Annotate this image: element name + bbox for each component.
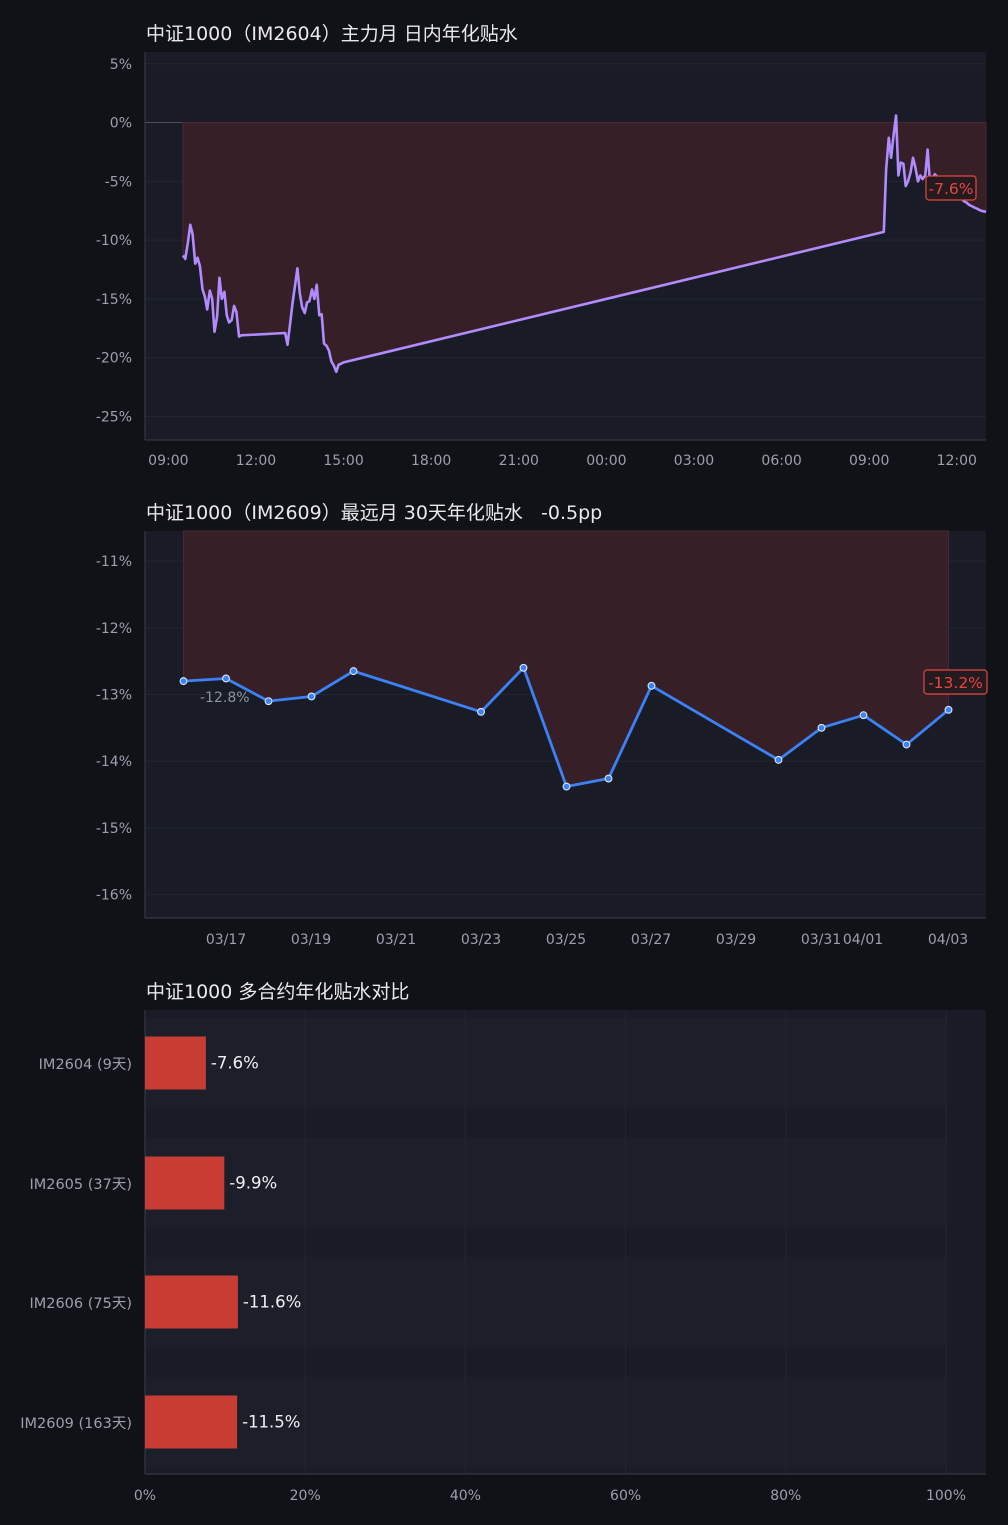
x-tick-label: 15:00: [323, 453, 363, 469]
y-tick-label: -15%: [96, 292, 132, 308]
data-point: [519, 663, 528, 672]
y-tick-label: -14%: [96, 754, 132, 770]
end-value-label: -7.6%: [929, 180, 974, 198]
x-tick-label: 09:00: [849, 453, 889, 469]
x-tick-label: 03/19: [291, 932, 331, 948]
chart-panel-1: 中证1000（IM2604）主力月 日内年化贴水 5% 0% -5% -10% -15%…: [0, 0, 1008, 475]
data-point: [307, 692, 316, 701]
x-tick-label: 12:00: [937, 453, 977, 469]
bar: [145, 1395, 238, 1449]
bar: [145, 1275, 238, 1329]
x-tick-label: 03/21: [376, 932, 416, 948]
x-tick-label: 60%: [610, 1488, 641, 1504]
chart-panel-2: 中证1000（IM2609）最远月 30天年化贴水 -0.5pp -11% -12…: [0, 479, 1008, 959]
data-point: [222, 674, 230, 683]
data-point: [902, 740, 911, 749]
chart-panel-3: 中证1000 多合约年化贴水对比 0% 20% 40% 60% 80% 100% -7.6%…: [0, 958, 1008, 1525]
bar-value-label: -11.5%: [242, 1413, 300, 1432]
data-point: [562, 782, 571, 791]
x-tick-label: 80%: [770, 1488, 801, 1504]
contract-comparison-chart: 0% 20% 40% 60% 80% 100% -7.6% IM2604 (9天) -9.9% I…: [20, 1010, 986, 1504]
x-tick-label: 03/23: [461, 932, 501, 948]
bar-value-label: -9.9%: [229, 1174, 277, 1193]
data-point: [604, 774, 613, 783]
data-point: [179, 677, 188, 686]
y-tick-label: -13%: [96, 687, 132, 703]
x-tick-label: 03/25: [546, 932, 586, 948]
data-point: [817, 723, 826, 732]
end-value-label: -13.2%: [928, 674, 983, 692]
data-point: [647, 681, 656, 690]
x-tick-label: 06:00: [761, 453, 801, 469]
x-tick-label: 09:00: [148, 453, 188, 469]
start-value-label: -12.8%: [200, 690, 250, 706]
x-tick-label: 20%: [290, 1488, 321, 1504]
chart-title-2: 中证1000（IM2609）最远月 30天年化贴水 -0.5pp: [146, 502, 603, 524]
x-tick-label: 04/03: [928, 932, 968, 948]
data-point: [774, 755, 783, 764]
row-band: [145, 1138, 946, 1228]
row-band: [145, 1257, 946, 1347]
category-label: IM2605 (37天): [29, 1177, 132, 1193]
y-tick-label: -20%: [96, 351, 132, 367]
y-tick-label: -12%: [96, 621, 132, 637]
bar-value-label: -11.6%: [243, 1293, 301, 1312]
bar: [145, 1156, 225, 1210]
x-tick-label: 03/17: [206, 932, 246, 948]
category-label: IM2606 (75天): [29, 1296, 132, 1312]
y-tick-label: -25%: [96, 409, 132, 425]
end-value-badge: [923, 669, 988, 695]
end-value-badge: [925, 175, 977, 201]
y-tick-label: -15%: [96, 821, 132, 837]
y-tick-label: 0%: [110, 116, 132, 132]
x-tick-label: 03/27: [631, 932, 671, 948]
y-tick-label: -16%: [96, 888, 132, 904]
data-point: [477, 707, 485, 716]
data-point: [264, 697, 273, 706]
x-tick-label: 21:00: [499, 453, 539, 469]
category-label: IM2609 (163天): [20, 1416, 132, 1432]
chart-title-3: 中证1000 多合约年化贴水对比: [146, 981, 410, 1003]
intraday-basis-chart: 5% 0% -5% -10% -15% -20% -25% 09:00 12:00 15:00 18…: [96, 52, 987, 469]
x-tick-label: 100%: [926, 1488, 966, 1504]
x-tick-label: 00:00: [586, 453, 626, 469]
x-tick-label: 40%: [450, 1488, 481, 1504]
bar-value-label: -7.6%: [211, 1054, 259, 1073]
x-tick-label: 18:00: [411, 453, 451, 469]
category-label: IM2604 (9天): [39, 1057, 132, 1073]
x-tick-label: 03:00: [674, 453, 714, 469]
y-tick-label: 5%: [110, 57, 132, 73]
y-tick-label: -11%: [96, 554, 132, 570]
bar: [145, 1036, 206, 1090]
y-tick-label: -10%: [96, 233, 132, 249]
chart-title-1: 中证1000（IM2604）主力月 日内年化贴水: [146, 23, 518, 45]
x-tick-label: 04/01: [843, 932, 883, 948]
row-band: [145, 1377, 946, 1467]
y-tick-label: -5%: [105, 174, 132, 190]
far-month-basis-chart: -11% -12% -13% -14% -15% -16% 03/17 03/19 03/21 0…: [96, 530, 988, 948]
data-point: [859, 711, 868, 720]
data-point: [944, 705, 953, 714]
x-tick-label: 03/31: [801, 932, 841, 948]
x-tick-label: 12:00: [236, 453, 276, 469]
x-tick-label: 0%: [134, 1488, 156, 1504]
x-tick-label: 03/29: [716, 932, 756, 948]
row-band: [145, 1018, 946, 1108]
data-point: [349, 667, 358, 676]
